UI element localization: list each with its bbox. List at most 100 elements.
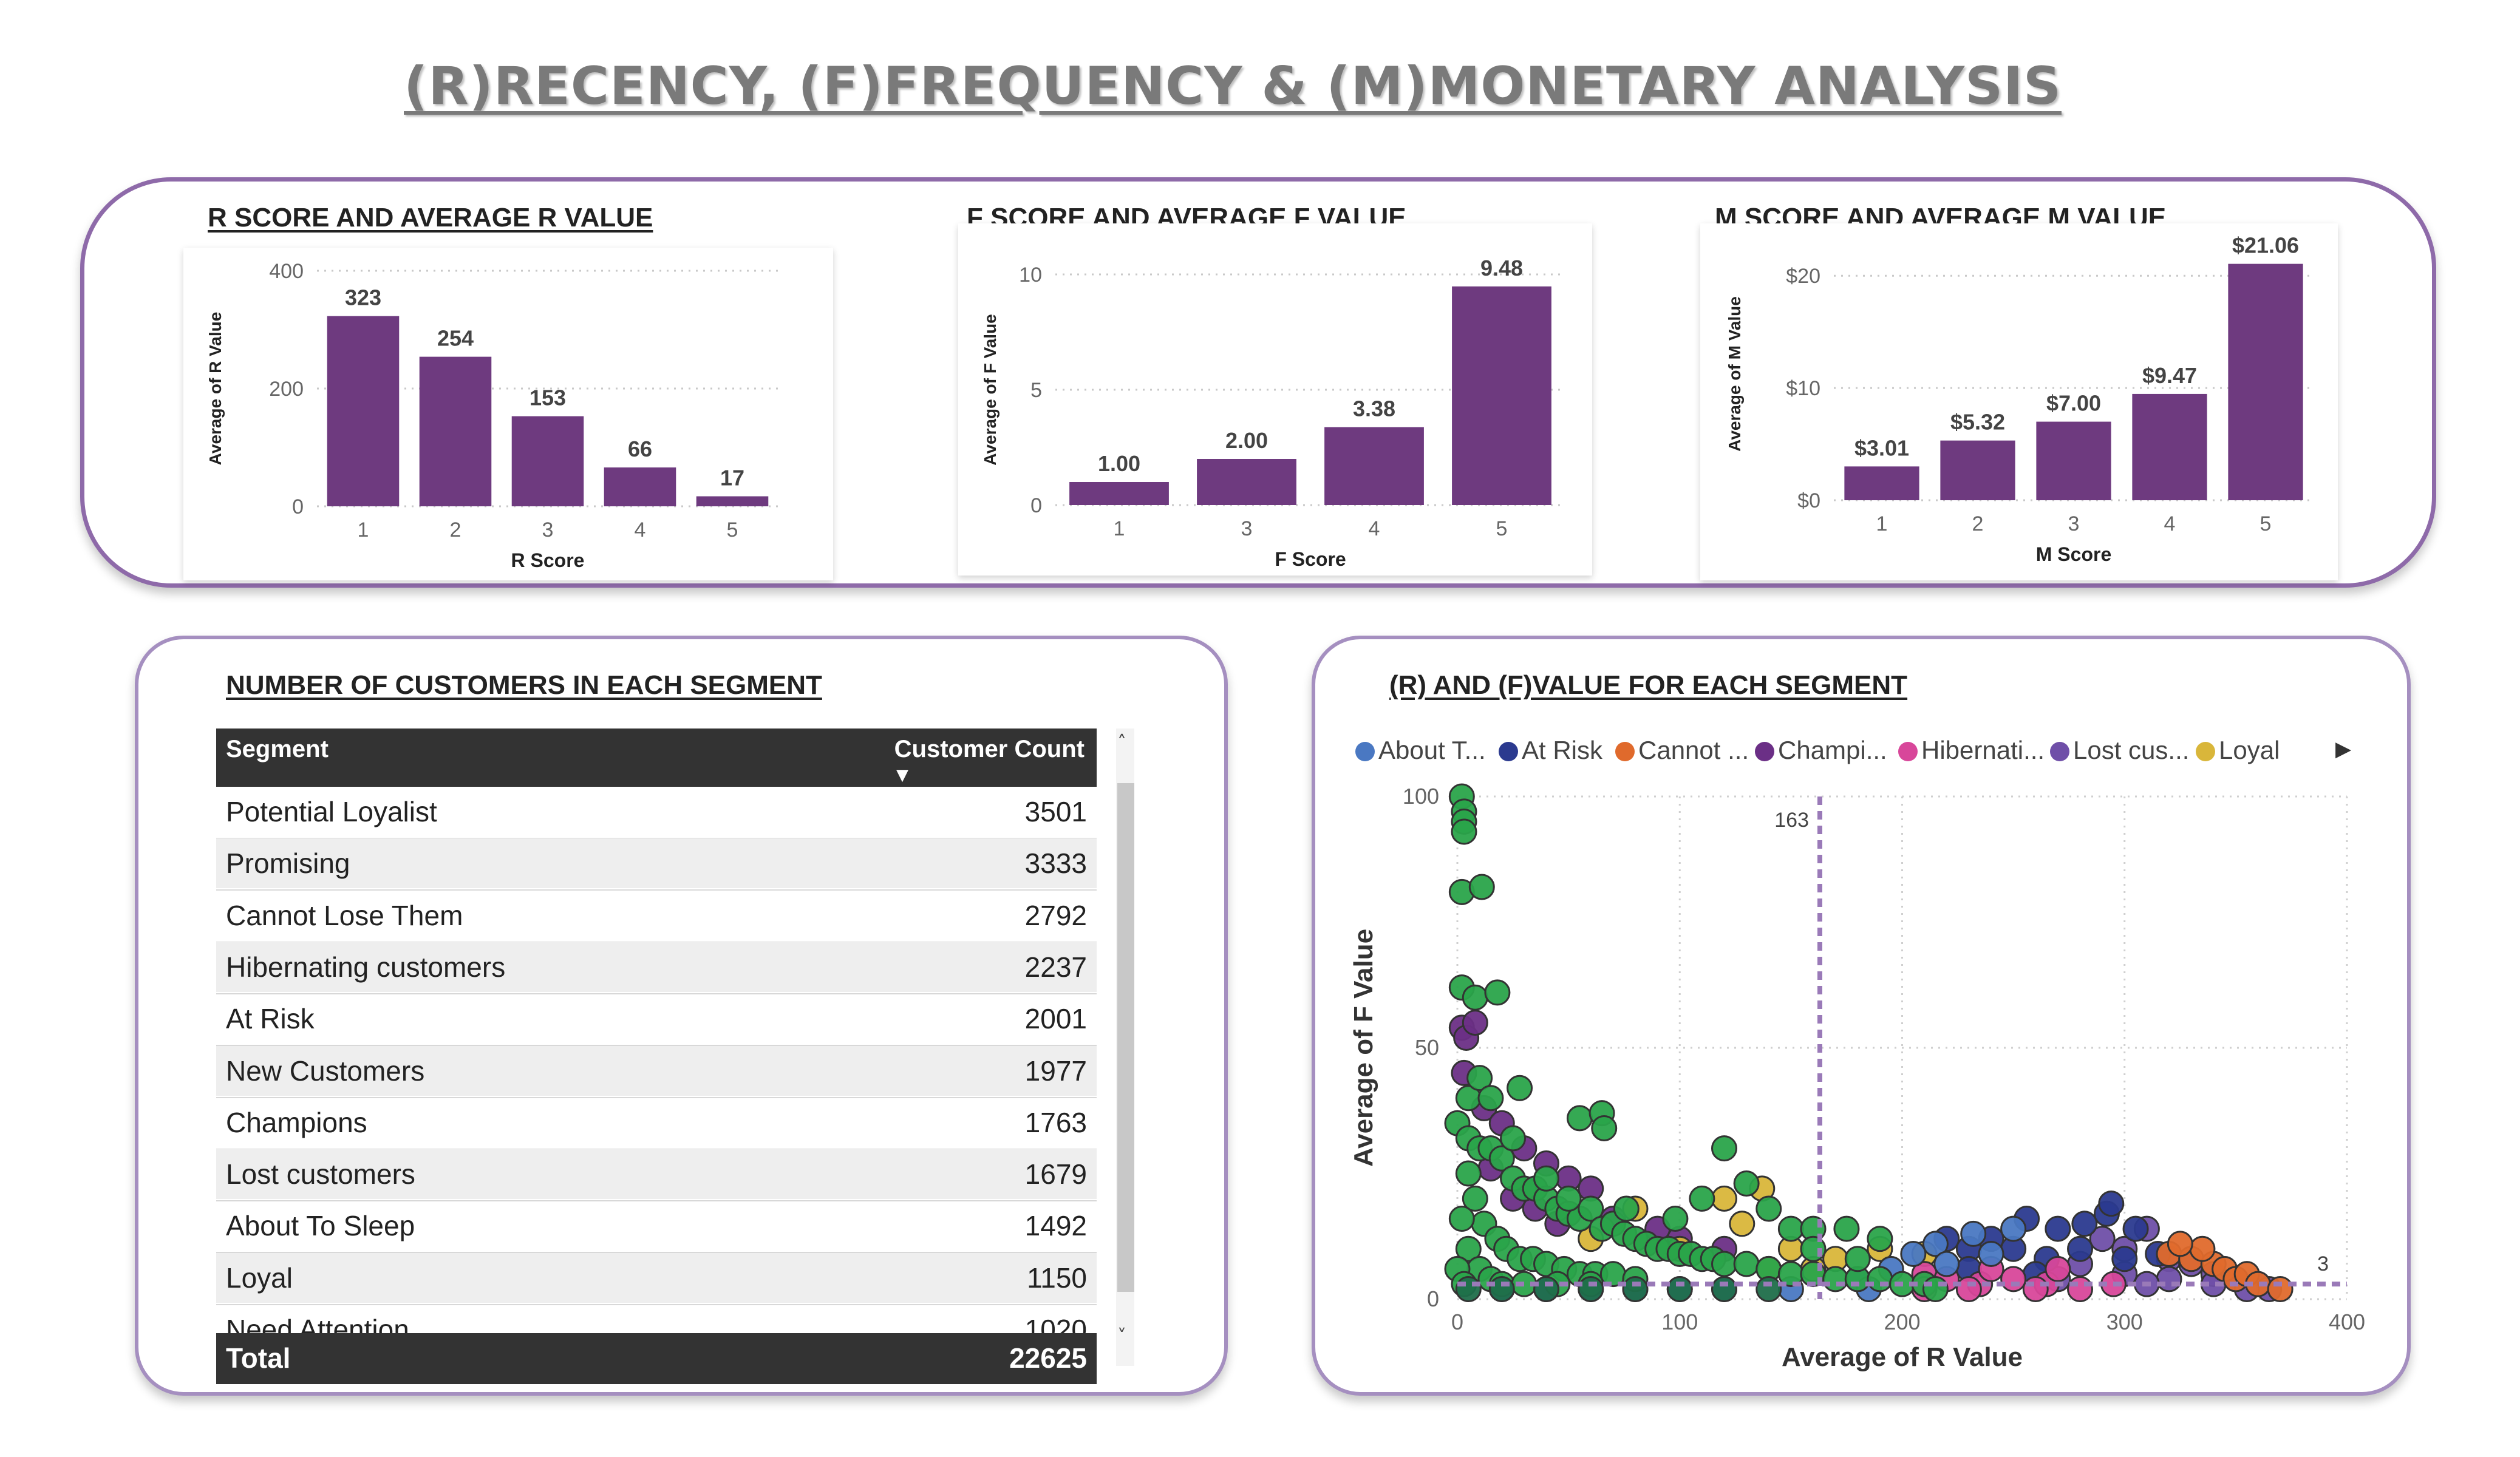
f_chart-y-tick: 10 [1019,263,1042,287]
scatter-point [2000,1266,2027,1292]
scatter-point [1662,1206,1689,1232]
scroll-down-icon[interactable]: ˅ [1117,1326,1126,1347]
m_chart-bar [2132,393,2207,500]
customer-count: 1492 [1024,1210,1087,1242]
r_chart-data-label: 254 [437,326,474,351]
scatter-point [2067,1235,2093,1262]
m_chart-data-label: $7.00 [2046,391,2101,416]
legend-item[interactable]: At Risk [1499,736,1602,765]
f_chart-x-tick: 4 [1369,517,1380,540]
scatter-x-axis-label: Average of R Value [1782,1342,2023,1372]
f_chart-y-axis-label: Average of F Value [981,314,999,466]
scatter-chart-area[interactable]: 0 100 200 300 400 0 50 100 163 3 Average of R Valu… [1336,771,2392,1384]
scatter-point [1468,874,1495,900]
reference-line-label: 3 [2317,1252,2329,1275]
f_chart-data-label: 1.00 [1098,451,1140,476]
column-header-customer-count[interactable]: Customer Count [894,736,1085,762]
scatter-point [1777,1215,1804,1242]
scatter-title: (R) AND (F)VALUE FOR EACH SEGMENT [1389,670,1908,700]
r_chart-x-tick: 2 [450,518,461,542]
m_chart-x-tick: 1 [1876,512,1888,535]
m_chart-x-tick: 3 [2068,512,2080,535]
table-row[interactable]: Promising 3333 [216,838,1097,889]
scroll-up-icon[interactable]: ˄ [1117,732,1126,753]
sort-descending-icon[interactable]: ▼ [896,766,908,784]
segment-table-title: NUMBER OF CUSTOMERS IN EACH SEGMENT [226,670,822,700]
legend-item[interactable]: Loyal [2196,736,2280,765]
customer-count: 1763 [1024,1106,1087,1138]
f-chart-card[interactable]: 0 5 10 1.00 1 2.00 3 3.38 4 9.48 5 F Score Average o… [958,223,1592,576]
m_chart-data-label: $9.47 [2142,363,2197,388]
m_chart-data-label: $21.06 [2232,233,2299,258]
m_chart-x-axis-label: M Score [2036,543,2111,565]
m_chart-bar [1844,466,1919,500]
r-f-scatter-chart[interactable]: 0 100 200 300 400 0 50 100 163 3 Average of R Valu… [1336,771,2392,1384]
m-chart-card[interactable]: $0 $10 $20 $3.01 1 $5.32 2 $7.00 3 $9.47 4 $21.06 5 M… [1700,223,2338,580]
scatter-point [1689,1185,1715,1212]
legend-label: Cannot ... [1638,736,1749,764]
scatter-point [1867,1226,1893,1252]
table-row[interactable]: Lost customers 1679 [216,1149,1097,1200]
scatter-point [1822,1266,1849,1292]
total-label: Total [226,1342,291,1374]
table-row[interactable]: Hibernating customers 2237 [216,942,1097,992]
m_chart-bar [1940,440,2015,500]
page-title: (R)RECENCY, (F)FREQUENCY & (M)MONETARY A… [404,56,2062,117]
legend-item[interactable]: About T... [1355,736,1486,765]
table-row[interactable]: Cannot Lose Them 2792 [216,891,1097,940]
r_chart-x-tick: 3 [542,518,554,542]
legend-label: Hibernati... [1921,736,2045,764]
scatter-point [1733,1251,1760,1277]
table-row[interactable]: Champions 1763 [216,1098,1097,1147]
m-score-bar-chart[interactable]: $0 $10 $20 $3.01 1 $5.32 2 $7.00 3 $9.47 4 $21.06 5 M… [1700,223,2338,580]
table-row[interactable]: At Risk 2001 [216,994,1097,1044]
scatter-point [1455,1160,1482,1187]
f-score-bar-chart[interactable]: 0 5 10 1.00 1 2.00 3 3.38 4 9.48 5 F Score Average o… [958,223,1592,576]
scatter-point [1462,1185,1488,1212]
legend-item[interactable]: Champi... [1755,736,1887,765]
segment-name: Need Attention [226,1314,409,1333]
table-row[interactable]: Need Attention 1020 [216,1305,1097,1333]
segment-name: New Customers [226,1055,425,1087]
m_chart-y-tick: $20 [1786,265,1820,288]
scatter-y-axis-label: Average of F Value [1349,929,1378,1167]
customer-count: 2792 [1024,899,1087,931]
table-row[interactable]: About To Sleep 1492 [216,1201,1097,1251]
scatter-point [1566,1105,1593,1132]
r_chart-bar [511,416,584,506]
scatter-point [1844,1246,1871,1272]
f_chart-x-tick: 5 [1496,517,1508,540]
m_chart-x-tick: 5 [2260,512,2272,535]
f_chart-x-tick: 1 [1114,517,1125,540]
row-divider [216,1252,1097,1254]
table-scrollbar-thumb[interactable] [1117,783,1134,1292]
r-score-bar-chart[interactable]: 0 200 400 323 1 254 2 153 3 66 4 17 5 R Score Average … [183,248,833,580]
f_chart-bar [1452,286,1551,505]
m_chart-data-label: $5.32 [1950,410,2005,435]
table-row[interactable]: New Customers 1977 [216,1045,1097,1096]
legend-item[interactable]: Lost cus... [2050,736,2189,765]
scatter-point [1533,1275,1559,1302]
segment-name: Potential Loyalist [226,796,437,827]
legend-item[interactable]: Hibernati... [1898,736,2045,765]
scatter-point [2156,1266,2182,1292]
customer-count: 1977 [1024,1055,1087,1087]
r_chart-data-label: 323 [345,285,381,310]
customer-count: 1020 [1024,1314,1087,1333]
column-header-segment[interactable]: Segment [226,736,329,762]
m_chart-y-tick: $10 [1786,377,1820,400]
legend-label: About T... [1378,736,1486,764]
scatter-point [1484,979,1511,1006]
r-chart-card[interactable]: 0 200 400 323 1 254 2 153 3 66 4 17 5 R Score Average … [183,248,833,580]
play-right-icon[interactable]: ▶ [2335,737,2352,761]
scatter-point [1960,1220,1987,1247]
legend-item[interactable]: Cannot ... [1615,736,1749,765]
scatter-point [1462,984,1488,1011]
scatter-y-tick: 0 [1427,1286,1439,1311]
scatter-point [1500,1125,1527,1152]
row-divider [216,1303,1097,1305]
table-row[interactable]: Loyal 1150 [216,1252,1097,1303]
table-row[interactable]: Potential Loyalist 3501 [216,787,1097,837]
segment-name: Promising [226,847,350,880]
table-header: Segment Customer Count ▼ [216,728,1097,787]
